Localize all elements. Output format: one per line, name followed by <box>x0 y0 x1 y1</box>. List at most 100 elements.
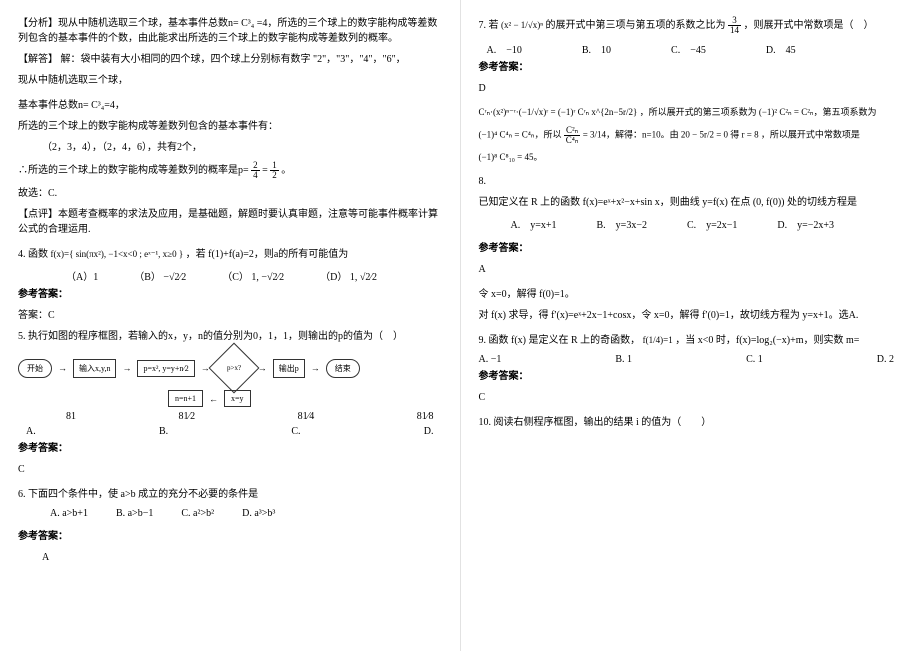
q8-choice-a: A. y=x+1 <box>511 216 557 231</box>
flow-input: 输入x,y,n <box>73 359 116 378</box>
ref-ans-5: 参考答案： <box>479 241 903 256</box>
q7-choice-a: A. −10 <box>487 41 522 56</box>
q7-choices: A. −10 B. 10 C. −45 D. 45 <box>487 41 903 56</box>
base-count: 基本事件总数n= C³₄=4， <box>18 98 442 113</box>
flowchart: 开始 → 输入x,y,n → p=x², y=y+n⁄2 → p>x? → 输出… <box>18 350 442 407</box>
q9-choice-b: B. 1 <box>615 354 632 365</box>
arrow-icon: → <box>122 363 131 373</box>
comment-line: 【点评】本题考查概率的求法及应用，是基础题，解题时要认真审题，注意等可能事件概率… <box>18 207 442 237</box>
q8-step1: 令 x=0，解得 f(0)=1。 <box>479 287 903 302</box>
q5-val-d: 81⁄8 <box>417 411 434 422</box>
analysis-line: 【分析】现从中随机选取三个球，基本事件总数n= C³₄ =4，所选的三个球上的数… <box>18 16 442 46</box>
q8-choices: A. y=x+1 B. y=3x−2 C. y=2x−1 D. y=−2x+3 <box>511 216 903 231</box>
solve-label: 【解答】 <box>18 54 58 65</box>
q9-choice-c: C. 1 <box>746 354 763 365</box>
ref-ans-2: 参考答案： <box>18 441 442 456</box>
arrow-icon: → <box>58 363 67 373</box>
q7-tail: ，则展开式中常数项是（ ） <box>744 20 874 31</box>
flow-cond: p>x? <box>208 343 259 394</box>
q7-frac: 3 14 <box>728 16 741 35</box>
flow-assign: p=x², y=y+n⁄2 <box>137 360 194 377</box>
q9-choice-a: A. −1 <box>479 354 502 365</box>
q6-line: 6. 下面四个条件中，使 a>b 成立的充分不必要的条件是 <box>18 487 442 502</box>
arrow-icon: → <box>311 363 320 373</box>
q7-head: 7. 若 <box>479 20 499 31</box>
left-column: 【分析】现从中随机选取三个球，基本事件总数n= C³₄ =4，所选的三个球上的数… <box>0 0 460 651</box>
q7-detail3: (−1)⁸ C⁸₁₀ = 45。 <box>479 151 903 165</box>
q4-tail: ，若 f(1)+f(a)=2，则a的所有可能值为 <box>186 249 349 260</box>
q8-line: 已知定义在 R 上的函数 f(x)=eˣ+x²−x+sin x，则曲线 y=f(… <box>479 195 903 210</box>
q6-ans: A <box>18 550 442 565</box>
q10-line: 10. 阅读右侧程序框图，输出的结果 i 的值为（ ） <box>479 415 903 430</box>
q9-choice-d: D. 2 <box>877 354 894 365</box>
q6-choice-a: A. a>b+1 <box>50 508 88 519</box>
events-line: （2，3，4），（2，4，6），共有2个， <box>18 140 442 155</box>
flow-row2: n=n+1 ← x=y <box>168 390 442 407</box>
arrow-icon: ← <box>209 394 218 404</box>
q9-head: 9. 函数 f(x) 是定义在 R 上的奇函数， <box>479 335 641 346</box>
q9-mid: f(1/4)=1 <box>643 335 673 345</box>
q5-let-a: A. <box>26 426 36 437</box>
q5-line: 5. 执行如图的程序框图，若输入的x，y，n的值分别为0，1，1，则输出的p的值… <box>18 329 442 344</box>
page: 【分析】现从中随机选取三个球，基本事件总数n= C³₄ =4，所选的三个球上的数… <box>0 0 920 651</box>
q9-ans: C <box>479 390 903 405</box>
flow-inc: n=n+1 <box>168 390 203 407</box>
q8-step2: 对 f(x) 求导，得 f′(x)=eˣ+2x−1+cosx，令 x=0，解得 … <box>479 308 903 323</box>
q7-expr: (x² − 1/√x)ⁿ <box>501 20 543 30</box>
flow-below: x=y <box>224 390 251 407</box>
q4-choice-a: （A）1 <box>66 268 98 283</box>
q4-label: 4. 函数 <box>18 249 48 260</box>
q7-line: 7. 若 (x² − 1/√x)ⁿ 的展开式中第三项与第五项的系数之比为 3 1… <box>479 16 903 35</box>
ref-ans-6: 参考答案： <box>479 369 903 384</box>
flow-end: 结束 <box>326 359 360 378</box>
q7-detail1: Cʳₙ·(x²)ⁿ⁻ʳ·(−1/√x)ʳ = (−1)ʳ Cʳₙ x^{2n−5… <box>479 106 903 120</box>
q7-mid: 的展开式中第三项与第五项的系数之比为 <box>546 20 726 31</box>
q4-line: 4. 函数 f(x)={ sin(πx²), −1<x<0 ; eˣ⁻¹, x≥… <box>18 247 442 262</box>
q7-choice-c: C. −45 <box>671 41 706 56</box>
q7-choice-d: D. 45 <box>766 41 796 56</box>
period: 。 <box>281 165 291 176</box>
q8-choice-c: C. y=2x−1 <box>687 216 737 231</box>
frac-1-2: 1 2 <box>270 161 279 180</box>
analysis-label: 【分析】现从中随机选取三个球，基本事件总数n= <box>18 18 239 29</box>
q4-choices: （A）1 （B） −√2⁄2 （C） 1, −√2⁄2 （D） 1, √2⁄2 <box>66 268 442 283</box>
ref-ans-1: 参考答案： <box>18 287 442 302</box>
solve-text1: 解：袋中装有大小相同的四个球，四个球上分别标有数字 "2"，"3"，"4"，"6… <box>61 54 406 65</box>
q4-piece: f(x)={ sin(πx²), −1<x<0 ; eˣ⁻¹, x≥0 } <box>51 249 184 259</box>
q8-label: 8. <box>479 174 903 189</box>
q8-ans: A <box>479 262 903 277</box>
q9-tail: ，当 x<0 时，f(x)=log₂(−x)+m，则实数 m= <box>675 335 859 346</box>
q5-ans: C <box>18 462 442 477</box>
ref-ans-3: 参考答案： <box>18 529 442 544</box>
q9-choices: A. −1 B. 1 C. 1 D. 2 <box>479 354 903 365</box>
flow-start: 开始 <box>18 359 52 378</box>
right-column: 7. 若 (x² − 1/√x)ⁿ 的展开式中第三项与第五项的系数之比为 3 1… <box>461 0 920 651</box>
q4-choice-d: （D） 1, √2⁄2 <box>320 268 377 283</box>
ref-ans-4: 参考答案： <box>479 60 903 75</box>
frac-2-4: 2 4 <box>251 161 260 180</box>
q5-choice-vals: 81 81⁄2 81⁄4 81⁄8 <box>18 411 442 422</box>
q7-ratio: C²ₙ C⁴ₙ <box>564 126 581 145</box>
q6-choice-c: C. a²>b² <box>181 508 214 519</box>
q8-choice-b: B. y=3x−2 <box>597 216 647 231</box>
q7-choice-b: B. 10 <box>582 41 611 56</box>
solve-line1: 【解答】 解：袋中装有大小相同的四个球，四个球上分别标有数字 "2"，"3"，"… <box>18 52 442 67</box>
therefore-text: ∴所选的三个球上的数字能构成等差数列的概率是p= <box>18 165 249 176</box>
comb-expr: C³₄ <box>241 18 254 29</box>
q5-val-b: 81⁄2 <box>178 411 195 422</box>
q5-let-c: C. <box>291 426 300 437</box>
q6-choices: A. a>b+1 B. a>b−1 C. a²>b² D. a³>b³ <box>50 508 442 519</box>
q6-choice-d: D. a³>b³ <box>242 508 275 519</box>
q5-let-d: D. <box>424 426 434 437</box>
contain-line: 所选的三个球上的数字能构成等差数列包含的基本事件有： <box>18 119 442 134</box>
q6-choice-b: B. a>b−1 <box>116 508 153 519</box>
q4-choice-b: （B） −√2⁄2 <box>134 268 186 283</box>
q9-line: 9. 函数 f(x) 是定义在 R 上的奇函数， f(1/4)=1 ，当 x<0… <box>479 333 903 348</box>
q5-choice-letters: A. B. C. D. <box>18 426 442 437</box>
q4-choice-c: （C） 1, −√2⁄2 <box>222 268 284 283</box>
flow-row1: 开始 → 输入x,y,n → p=x², y=y+n⁄2 → p>x? → 输出… <box>18 350 442 386</box>
q5-val-c: 81⁄4 <box>298 411 315 422</box>
q7-detail2: (−1)⁴ C⁴ₙ = C⁴ₙ，所以 C²ₙ C⁴ₙ = 3/14，解得：n=1… <box>479 126 903 145</box>
therefore-line: ∴所选的三个球上的数字能构成等差数列的概率是p= 2 4 = 1 2 。 <box>18 161 442 180</box>
q7-ans: D <box>479 81 903 96</box>
